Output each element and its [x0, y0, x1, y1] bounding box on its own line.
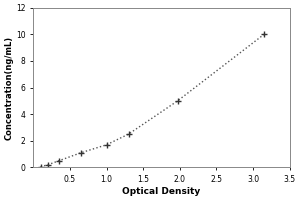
X-axis label: Optical Density: Optical Density: [122, 187, 201, 196]
Y-axis label: Concentration(ng/mL): Concentration(ng/mL): [4, 35, 13, 140]
